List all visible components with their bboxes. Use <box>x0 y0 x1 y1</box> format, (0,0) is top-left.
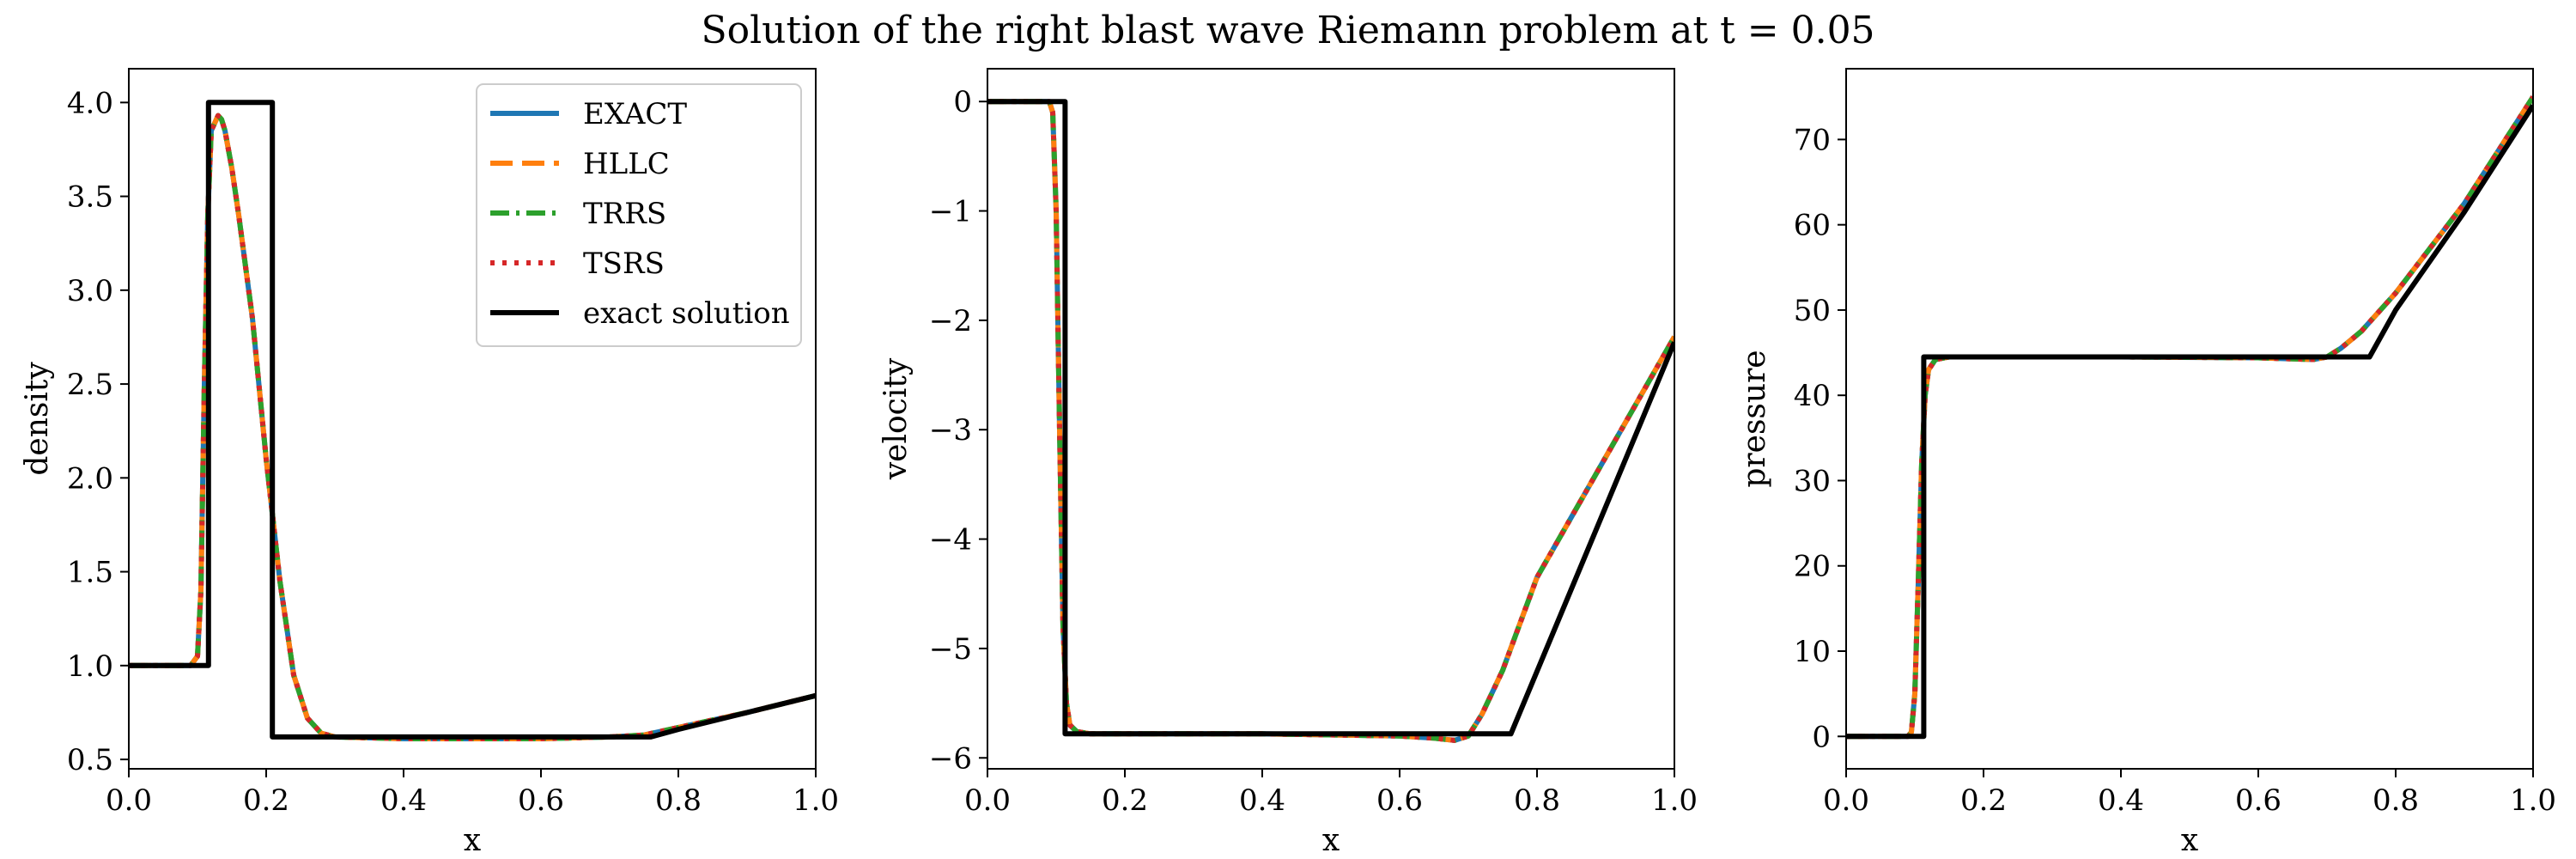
y-tick-label: 0 <box>953 85 972 119</box>
y-tick-label: −5 <box>929 632 972 667</box>
y-tick-label: 10 <box>1794 635 1831 669</box>
y-tick-label: 70 <box>1794 123 1831 157</box>
y-tick-label: 20 <box>1794 550 1831 584</box>
y-axis-label: pressure <box>1737 350 1772 487</box>
panels: 0.0 0.2 0.4 0.6 0.8 1.0 0.5 1.0 1.5 2.0 2.5 3.0 3.5 4… <box>20 68 2556 858</box>
series-line-hllc <box>987 99 1674 743</box>
y-axis-label: velocity <box>878 357 914 480</box>
x-tick-label: 1.0 <box>793 783 839 818</box>
y-tick-label: 30 <box>1794 464 1831 498</box>
series-line-hllc <box>1846 95 2533 740</box>
x-tick-label: 0.4 <box>380 783 427 818</box>
series-line-trrs <box>1846 95 2533 740</box>
x-tick-label: 0.2 <box>243 783 289 818</box>
series-line-trrs <box>987 99 1674 743</box>
axes-frame <box>1845 68 2534 770</box>
y-tick-label: 1.0 <box>67 649 113 684</box>
y-tick-label: 0 <box>1812 720 1831 754</box>
series-line-tsrs <box>987 99 1674 743</box>
x-tick-label: 0.8 <box>2372 783 2419 818</box>
x-axis-label: x <box>1322 823 1340 858</box>
series-group <box>1846 95 2533 740</box>
legend-frame <box>476 83 802 347</box>
x-tick-label: 0.4 <box>2098 783 2144 818</box>
x-tick-label: 0.2 <box>1960 783 2007 818</box>
panel-density: 0.0 0.2 0.4 0.6 0.8 1.0 0.5 1.0 1.5 2.0 2.5 3.0 3.5 4… <box>20 68 839 858</box>
y-tick-label: 1.5 <box>67 556 113 590</box>
axes-frame <box>128 68 817 770</box>
legend-label-tsrs: TSRS <box>583 247 665 281</box>
series-line-exact-solution <box>987 99 1674 737</box>
y-tick-label: 60 <box>1794 209 1831 243</box>
x-tick-label: 0.4 <box>1239 783 1285 818</box>
x-tick-label: 0.6 <box>1376 783 1423 818</box>
y-tick-label: 3.5 <box>67 180 113 215</box>
x-tick-label: 0.0 <box>106 783 152 818</box>
y-tick-label: −3 <box>929 413 972 448</box>
series-line-exact-solution <box>1846 104 2533 740</box>
x-tick-label: 0.6 <box>518 783 564 818</box>
x-tick-label: 0.8 <box>655 783 702 818</box>
series-line-exact <box>987 99 1674 743</box>
legend-label-trrs: TRRS <box>583 197 666 231</box>
y-tick-label: 2.0 <box>67 461 113 496</box>
legend-label-exact: EXACT <box>583 97 687 131</box>
series-group <box>129 100 816 741</box>
x-tick-label: 0.0 <box>964 783 1011 818</box>
x-tick-label: 0.8 <box>1514 783 1560 818</box>
y-tick-label: −6 <box>929 741 972 776</box>
legend-label-hllc: HLLC <box>583 147 670 181</box>
x-axis-label: x <box>2181 823 2198 858</box>
y-tick-label: −1 <box>929 195 972 229</box>
panel-pressure: 0.0 0.2 0.4 0.6 0.8 1.0 0 10 20 30 40 50 60 70 x pressu… <box>1737 68 2556 858</box>
series-line-tsrs <box>129 113 816 741</box>
x-tick-label: 0.6 <box>2235 783 2281 818</box>
y-tick-label: 3.0 <box>67 274 113 308</box>
x-tick-label: 0.0 <box>1823 783 1869 818</box>
y-tick-label: −4 <box>929 523 972 557</box>
y-axis-label: density <box>20 362 55 476</box>
y-tick-label: 4.0 <box>67 86 113 120</box>
x-axis-label: x <box>464 823 481 858</box>
figure-title: Solution of the right blast wave Riemann… <box>701 9 1874 52</box>
y-tick-label: 2.5 <box>67 368 113 402</box>
axes-frame <box>987 68 1675 770</box>
series-group <box>987 99 1674 743</box>
y-tick-label: 40 <box>1794 379 1831 413</box>
x-tick-label: 1.0 <box>1651 783 1698 818</box>
series-line-exact <box>1846 95 2533 740</box>
y-tick-label: 0.5 <box>67 743 113 777</box>
y-tick-label: 50 <box>1794 294 1831 328</box>
panel-velocity: 0.0 0.2 0.4 0.6 0.8 1.0 0 −1 −2 −3 −4 −5 −6 x velocity <box>878 68 1698 858</box>
x-tick-label: 0.2 <box>1102 783 1148 818</box>
y-tick-label: −2 <box>929 304 972 338</box>
legend-label-exact-solution: exact solution <box>583 296 790 331</box>
legend: EXACT HLLC TRRS TSRS exact solution <box>476 83 802 347</box>
series-line-tsrs <box>1846 95 2533 740</box>
series-line-exact-solution <box>129 100 816 740</box>
x-tick-label: 1.0 <box>2510 783 2556 818</box>
